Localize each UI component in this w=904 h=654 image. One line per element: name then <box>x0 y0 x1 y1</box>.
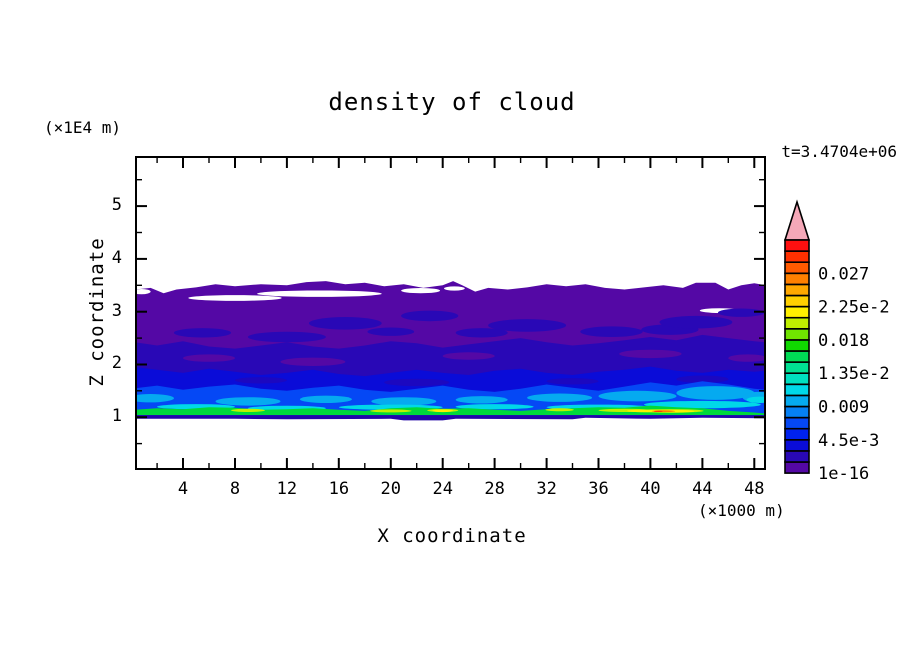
colorbar-segment <box>784 450 810 463</box>
colorbar-segment <box>784 361 810 375</box>
colorbar-segment <box>784 294 810 308</box>
time-annotation: t=3.4704e+06 <box>781 142 897 161</box>
contour-patch-violet-islands <box>442 352 495 360</box>
x-tick-label: 40 <box>640 479 661 499</box>
contour-patch-violet-islands <box>280 357 346 366</box>
contour-patch-azure-patches <box>527 393 593 402</box>
contour-patch-azure-patches <box>455 396 508 404</box>
colorbar-segment <box>784 394 810 408</box>
contour-patch-navy-lenses-lower <box>676 375 729 383</box>
x-tick-label: 12 <box>276 479 298 499</box>
contour-patch-navy-lenses-lower <box>384 378 450 387</box>
contour-patch-navy-lenses-upper <box>247 331 326 343</box>
contour-patch-navy-lenses-lower <box>546 378 599 385</box>
contour-patch-navy-lenses-upper <box>488 319 567 332</box>
contour-patch-azure-patches <box>135 394 174 403</box>
colorbar-segment <box>784 272 810 286</box>
x-tick-label: 48 <box>744 479 765 499</box>
contour-patch-cloud-free-gaps <box>444 286 465 291</box>
z-tick-label: 5 <box>111 195 122 216</box>
chart-title: density of cloud <box>328 88 576 116</box>
colorbar-segment <box>784 383 810 397</box>
colorbar-segment <box>784 316 810 330</box>
contour-patch-cloud-free-gaps <box>401 288 441 294</box>
colorbar-segment <box>784 461 810 474</box>
colorbar-segment <box>784 427 810 441</box>
colorbar-tick-label: 1.35e-2 <box>818 364 890 384</box>
colorbar-segment <box>784 372 810 386</box>
contour-plot <box>135 156 766 470</box>
contour-patch-cloud-free-gaps <box>188 295 282 301</box>
contour-patch-navy-lenses-upper <box>401 310 459 322</box>
x-axis-title: X coordinate <box>377 525 527 547</box>
contour-patch-navy-lenses-upper <box>367 327 415 336</box>
colorbar-tick-label: 0.018 <box>818 331 869 351</box>
contour-patch-azure-patches <box>299 395 352 403</box>
contour-patch-violet-islands <box>183 354 235 362</box>
z-tick-label: 4 <box>111 247 122 268</box>
contour-patch-cloud-free-gaps <box>135 289 151 295</box>
x-tick-label: 36 <box>588 479 609 499</box>
x-axis-unit-label: (×1000 m) <box>698 501 785 520</box>
x-tick-label: 20 <box>380 479 401 499</box>
contour-patch-yellow-spots <box>627 409 661 413</box>
z-axis-unit-label: (×1E4 m) <box>44 118 122 137</box>
contour-band-cloud-base-dark-edge <box>135 415 766 421</box>
contour-patch-navy-lenses-upper <box>455 328 508 338</box>
colorbar-overflow-arrow <box>783 199 811 241</box>
contour-patch-cyan-streaks <box>455 404 534 410</box>
x-tick-label: 32 <box>536 479 557 499</box>
contour-patch-azure-patches <box>676 386 755 400</box>
colorbar-tick-label: 1e-16 <box>818 464 869 484</box>
z-tick-label: 1 <box>111 406 122 427</box>
contour-patch-red-spot <box>653 410 663 412</box>
x-tick-label: 24 <box>432 479 453 499</box>
contour-patch-yellow-green-streaks <box>231 408 265 412</box>
colorbar-segment <box>784 261 810 275</box>
plot-frame <box>135 156 766 470</box>
x-tick-label: 28 <box>484 479 505 499</box>
contour-patch-navy-lenses-upper <box>580 326 643 337</box>
contour-patch-yellow-spots <box>432 409 454 413</box>
colorbar-segment <box>784 339 810 352</box>
z-tick-label: 2 <box>111 353 122 374</box>
colorbar-segment <box>784 405 810 419</box>
contour-patch-yellow-green-streaks <box>370 409 412 413</box>
colorbar-segment <box>784 283 810 297</box>
contour-patch-azure-patches <box>371 397 437 406</box>
contour-patch-azure-patches <box>215 397 281 406</box>
contour-patch-navy-lenses-lower <box>234 377 287 384</box>
colorbar-tick-label: 0.009 <box>818 398 869 418</box>
contour-patch-azure-patches <box>598 390 677 402</box>
x-tick-label: 44 <box>692 479 713 499</box>
x-tick-label: 16 <box>328 479 350 499</box>
z-tick-label: 3 <box>111 300 122 321</box>
colorbar-segment <box>784 439 810 452</box>
x-tick-label: 8 <box>229 479 241 499</box>
contour-patch-navy-lenses-upper <box>173 328 232 338</box>
contour-patch-navy-lenses-upper <box>659 315 733 329</box>
colorbar-segment <box>784 305 810 319</box>
contour-patch-cyan-streaks <box>746 396 766 403</box>
x-tick-label: 4 <box>177 479 189 499</box>
colorbar-segment <box>784 250 810 263</box>
contour-patch-violet-islands <box>619 349 682 359</box>
contour-patch-navy-lenses-upper <box>717 308 765 317</box>
contour-patch-navy-lenses-upper <box>308 317 382 330</box>
contour-patch-yellow-green-streaks <box>545 408 574 412</box>
colorbar-segment <box>784 239 810 252</box>
colorbar-segment <box>784 350 810 363</box>
colorbar-tick-label: 4.5e-3 <box>818 431 879 451</box>
contour-patch-violet-islands <box>728 354 766 362</box>
colorbar-segment <box>784 328 810 341</box>
contour-patch-cloud-free-gaps <box>257 290 382 297</box>
colorbar-segment <box>784 416 810 430</box>
colorbar: 1e-16 4.5e-3 0.009 1.35e-2 0.018 2.25e-2 0.027 <box>783 199 890 484</box>
contour-patch-cyan-streaks <box>644 400 761 409</box>
colorbar-tick-label: 0.027 <box>818 264 869 284</box>
colorbar-tick-label: 2.25e-2 <box>818 298 890 318</box>
